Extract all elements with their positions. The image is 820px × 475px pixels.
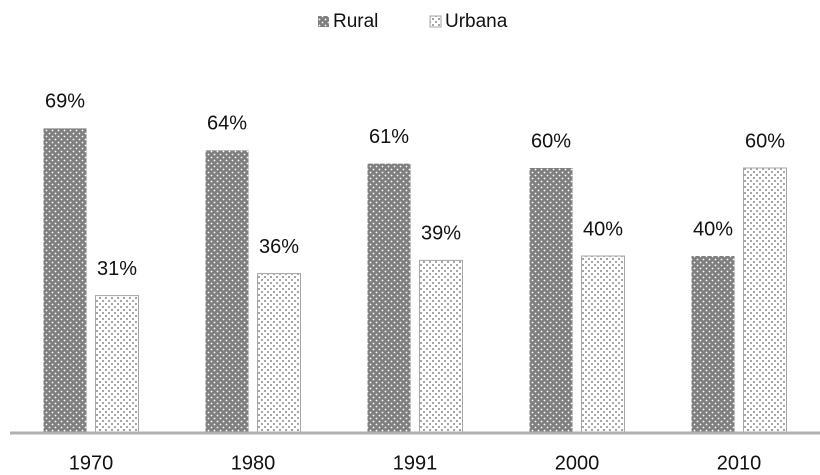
x-tick-label: 1980 (231, 452, 276, 474)
data-label: 36% (259, 236, 299, 258)
data-label: 40% (583, 218, 623, 240)
bar (419, 259, 463, 433)
legend-label: Urbana (445, 11, 508, 32)
x-tick-label: 2000 (555, 452, 600, 474)
data-label: 69% (45, 91, 85, 113)
legend-label: Rural (333, 11, 378, 32)
x-tick-label: 1991 (393, 452, 438, 474)
bar (581, 255, 625, 433)
bar (529, 168, 573, 432)
bar (95, 295, 139, 433)
bar (43, 128, 87, 432)
data-label: 31% (97, 258, 137, 280)
data-label: 40% (693, 218, 733, 240)
legend-swatch (318, 16, 329, 27)
x-tick-label: 2010 (717, 452, 762, 474)
bar (257, 273, 301, 433)
bar (691, 256, 735, 432)
legend-swatch (429, 15, 442, 28)
x-tick-label: 1970 (69, 452, 114, 474)
data-label: 60% (531, 130, 571, 152)
bar (205, 150, 249, 432)
data-label: 39% (421, 223, 461, 245)
data-label: 64% (207, 113, 247, 135)
data-label: 61% (369, 126, 409, 148)
bar (743, 167, 787, 433)
bar (367, 163, 411, 432)
data-label: 60% (745, 130, 785, 152)
